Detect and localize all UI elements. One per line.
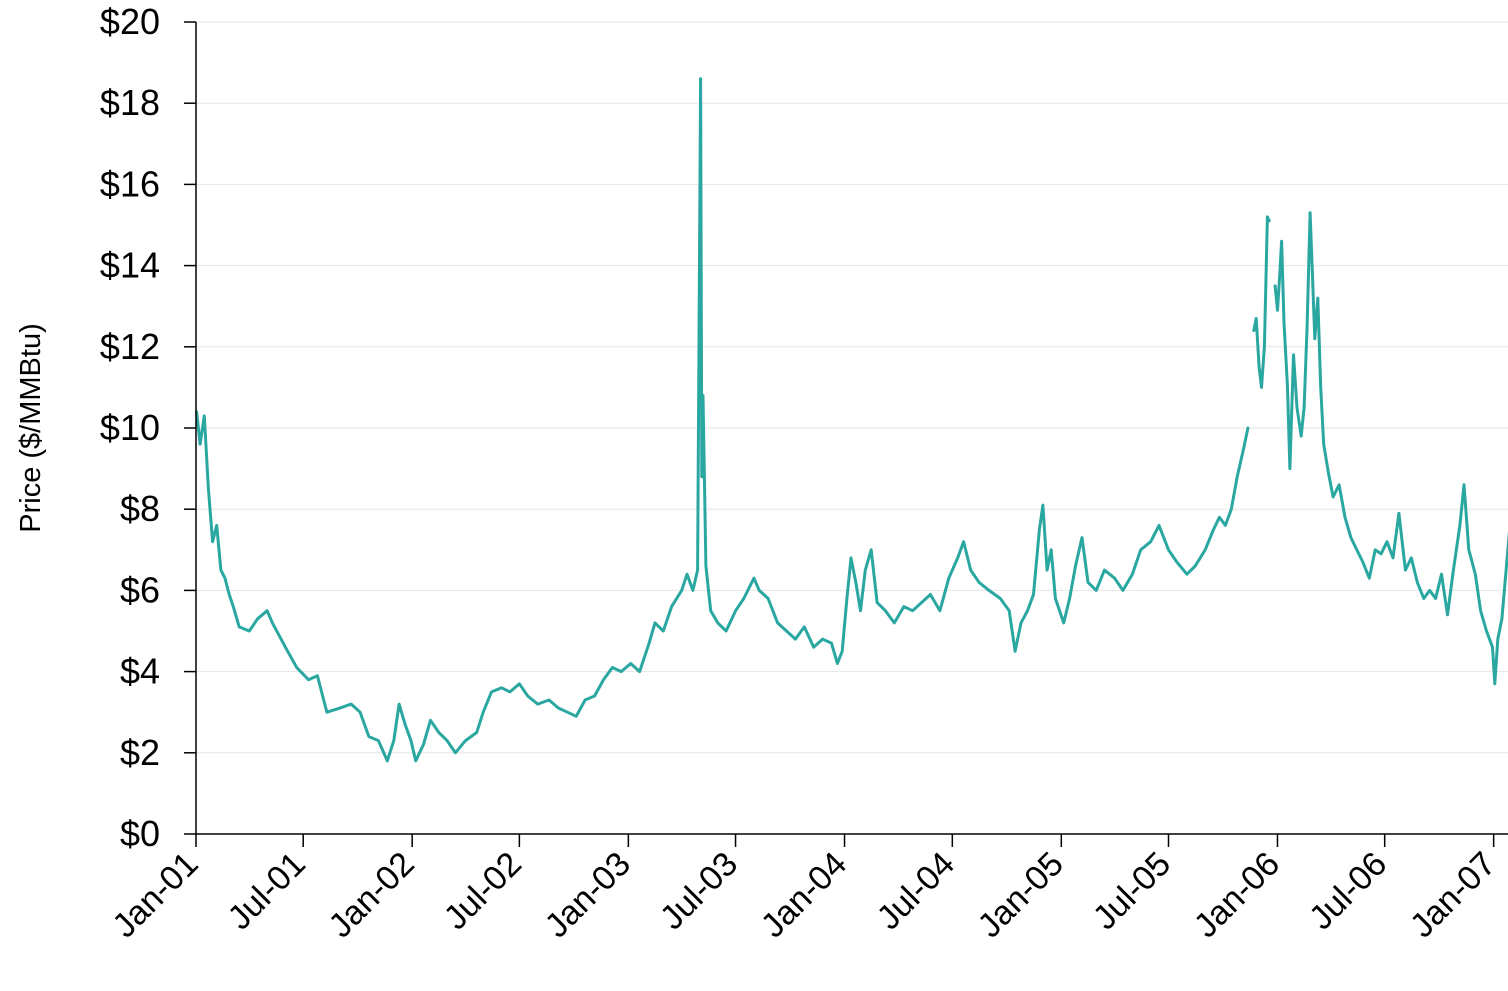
price-series-line xyxy=(1252,215,1271,389)
y-tick-label: $6 xyxy=(120,569,160,610)
price-series-line xyxy=(195,77,1250,763)
x-tick-label: Jan-03 xyxy=(538,845,638,945)
y-ticks: $0 $2 $4 $6 $8 $10 $12 $14 $16 $18 $20 xyxy=(100,1,196,854)
x-tick-label: Jan-04 xyxy=(754,845,854,945)
x-tick-label: Jul-02 xyxy=(437,845,529,937)
grid-lines xyxy=(196,21,1508,754)
y-tick-label: $18 xyxy=(100,82,160,123)
y-tick-label: $12 xyxy=(100,326,160,367)
x-tick-label: Jul-04 xyxy=(870,845,962,937)
x-tick-label: Jul-05 xyxy=(1086,845,1178,937)
price-series-line xyxy=(1273,211,1508,686)
y-tick-label: $4 xyxy=(120,651,160,692)
x-tick-label: Jan-05 xyxy=(971,845,1071,945)
y-tick-label: $10 xyxy=(100,407,160,448)
x-tick-label: Jan-02 xyxy=(321,845,421,945)
x-ticks: Jan-01 Jul-01 Jan-02 Jul-02 Jan-03 Jul-03 Jan-… xyxy=(105,834,1503,945)
x-tick-label: Jan-06 xyxy=(1187,845,1287,945)
y-tick-label: $8 xyxy=(120,488,160,529)
y-axis-title: Price ($/MMBtu) xyxy=(15,323,47,532)
x-tick-label: Jul-01 xyxy=(221,845,313,937)
x-tick-label: Jul-03 xyxy=(653,845,745,937)
y-tick-label: $14 xyxy=(100,245,160,286)
y-tick-label: $0 xyxy=(120,813,160,854)
y-tick-label: $2 xyxy=(120,732,160,773)
y-tick-label: $16 xyxy=(100,163,160,204)
x-tick-label: Jul-06 xyxy=(1302,845,1394,937)
y-tick-label: $20 xyxy=(100,1,160,42)
x-tick-label: Jan-07 xyxy=(1403,845,1503,945)
x-tick-label: Jan-01 xyxy=(105,845,205,945)
series-group xyxy=(195,77,1508,763)
